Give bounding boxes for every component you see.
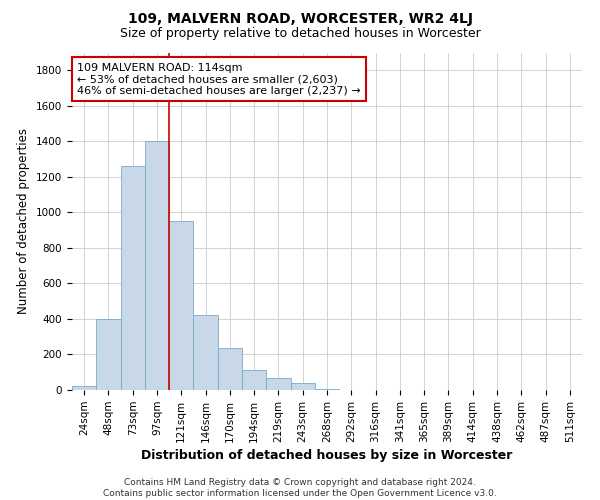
- Bar: [121, 166, 145, 390]
- Bar: [242, 370, 266, 390]
- Bar: [193, 314, 218, 390]
- X-axis label: Distribution of detached houses by size in Worcester: Distribution of detached houses by size …: [142, 449, 512, 462]
- Bar: [266, 378, 290, 390]
- Bar: [218, 348, 242, 390]
- Text: 109, MALVERN ROAD, WORCESTER, WR2 4LJ: 109, MALVERN ROAD, WORCESTER, WR2 4LJ: [128, 12, 473, 26]
- Text: Contains HM Land Registry data © Crown copyright and database right 2024.
Contai: Contains HM Land Registry data © Crown c…: [103, 478, 497, 498]
- Bar: [145, 142, 169, 390]
- Bar: [169, 221, 193, 390]
- Y-axis label: Number of detached properties: Number of detached properties: [17, 128, 31, 314]
- Text: Size of property relative to detached houses in Worcester: Size of property relative to detached ho…: [119, 28, 481, 40]
- Bar: [315, 389, 339, 390]
- Bar: [290, 383, 315, 390]
- Text: 109 MALVERN ROAD: 114sqm
← 53% of detached houses are smaller (2,603)
46% of sem: 109 MALVERN ROAD: 114sqm ← 53% of detach…: [77, 62, 361, 96]
- Bar: [72, 386, 96, 390]
- Bar: [96, 319, 121, 390]
